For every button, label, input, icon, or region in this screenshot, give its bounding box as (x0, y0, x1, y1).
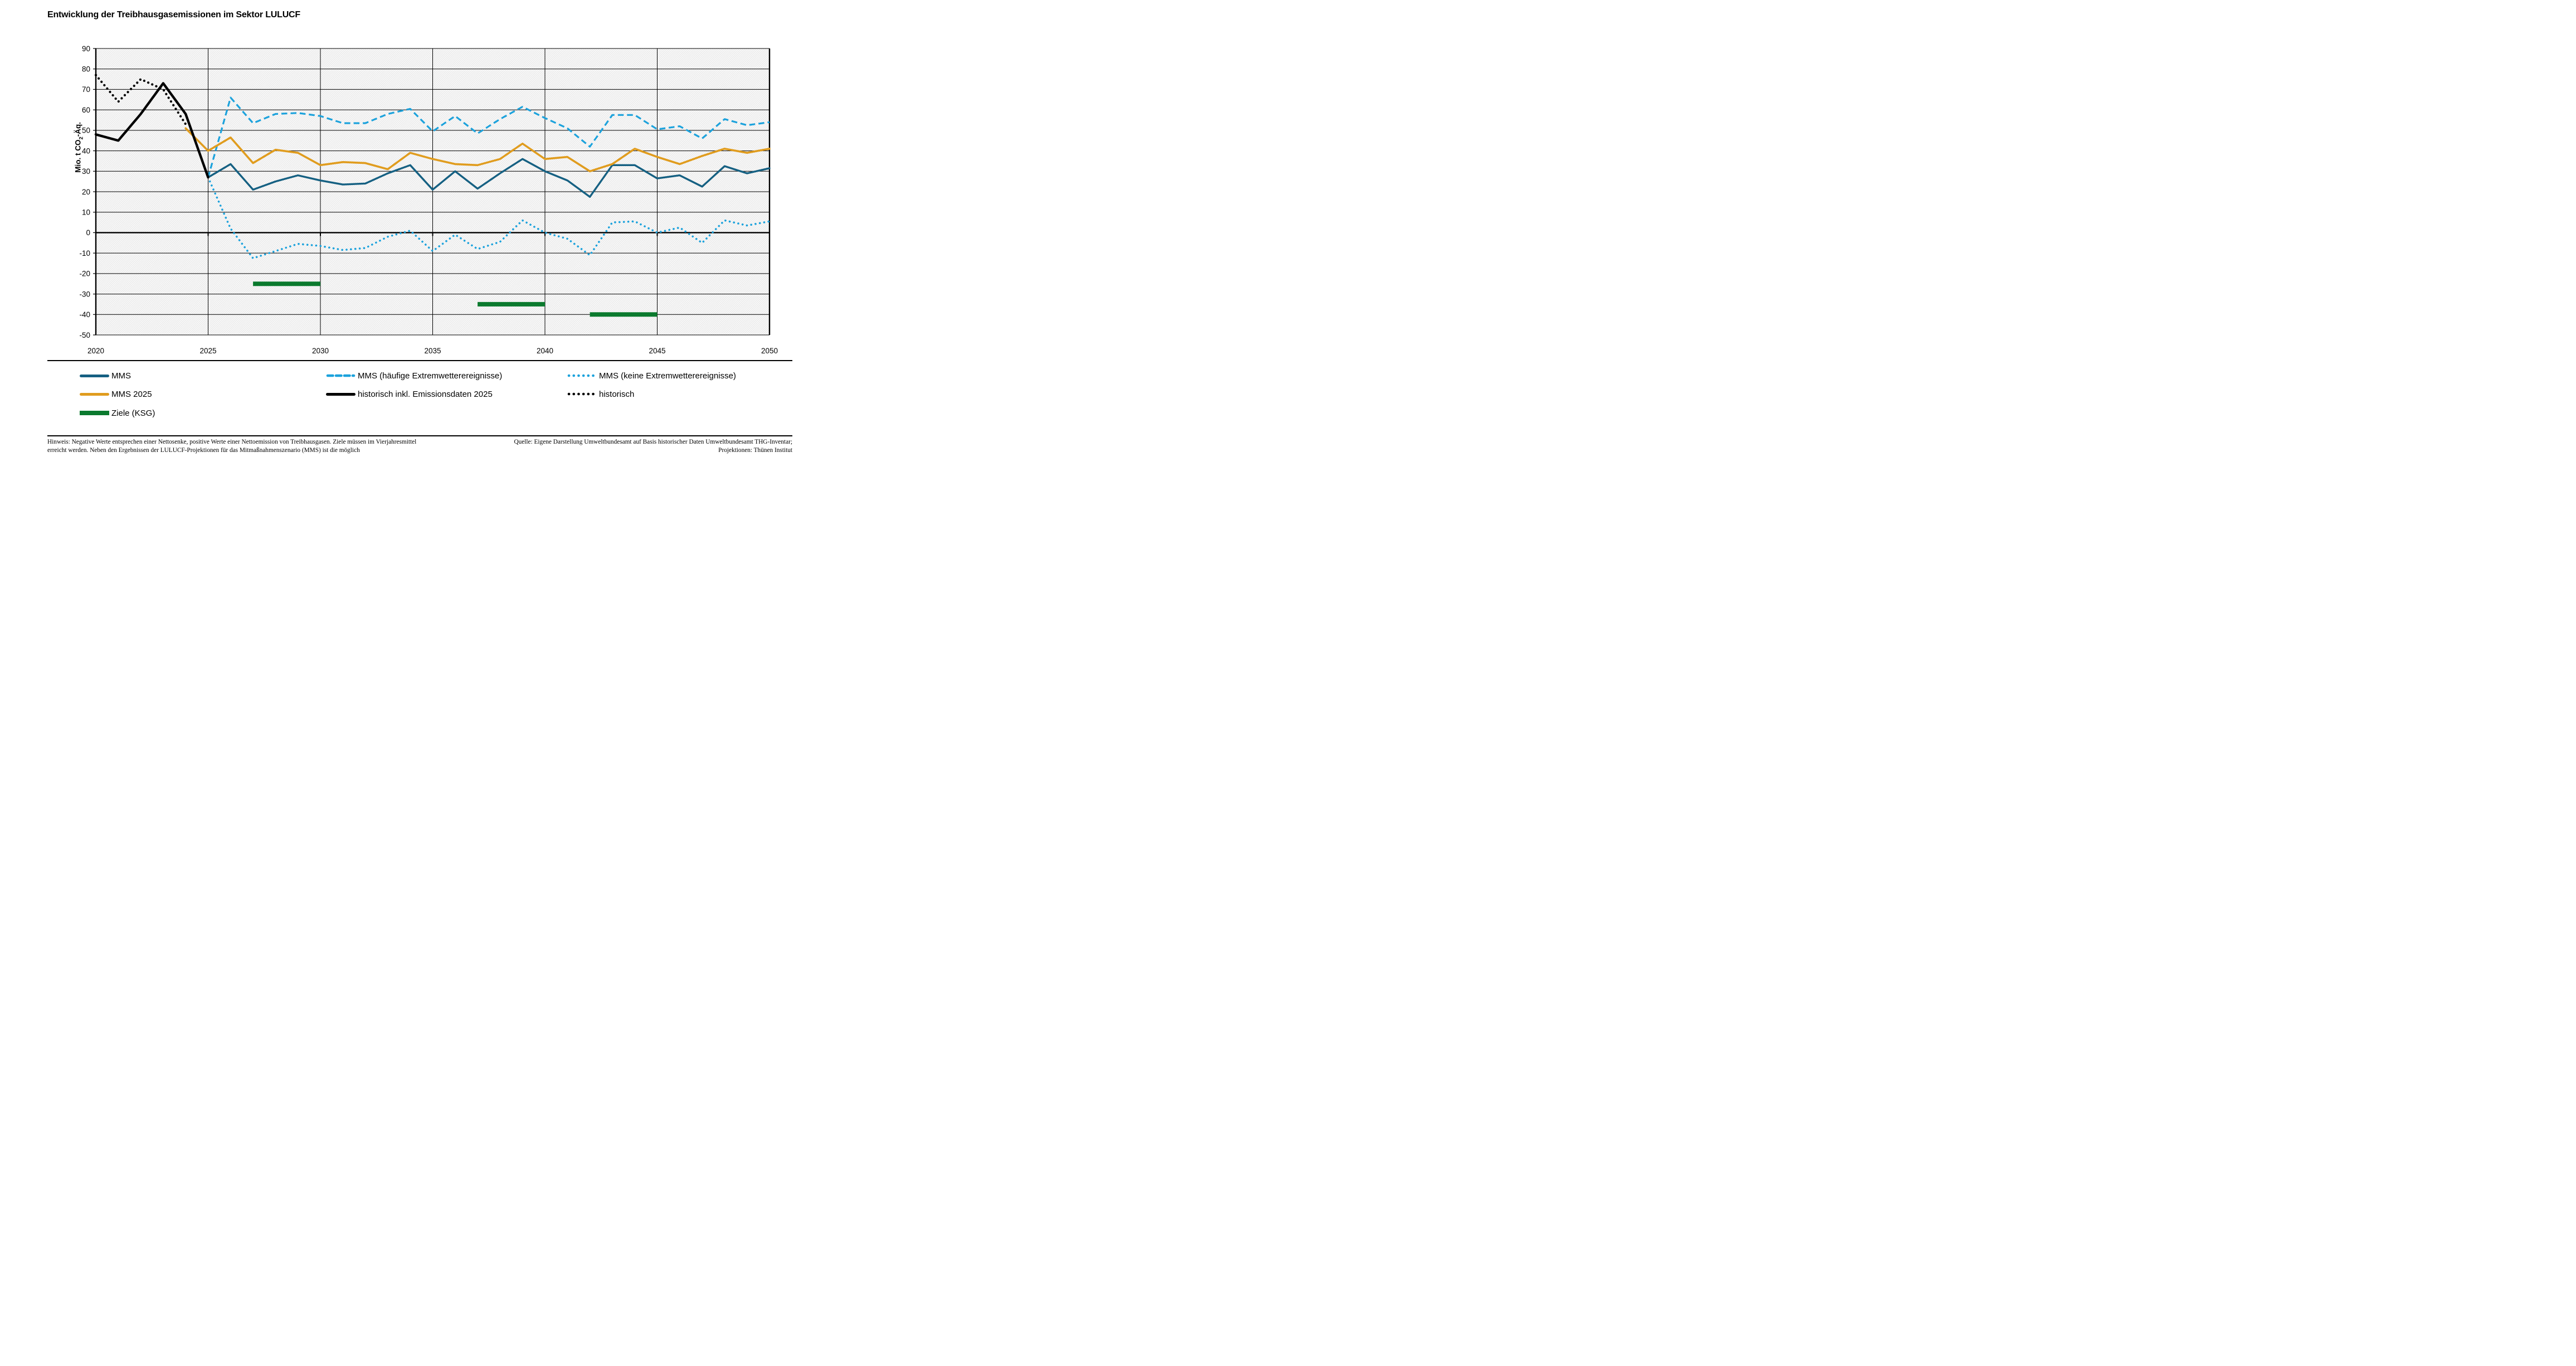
series-mms-2025 (184, 127, 771, 173)
svg-text:2025: 2025 (199, 347, 216, 355)
legend-item-mms: MMS (80, 371, 131, 381)
page: Entwicklung der Treibhausgasemissionen i… (0, 0, 859, 455)
legend-label: historisch (599, 389, 635, 399)
footnote-separator-line (47, 435, 792, 436)
svg-text:2050: 2050 (761, 347, 778, 355)
x-gridlines-and-labels: 2020 2025 2030 2035 2040 2045 2050 (87, 48, 778, 355)
series-historisch (94, 74, 187, 125)
legend-separator-line (47, 360, 792, 361)
svg-text:70: 70 (82, 85, 90, 94)
series-mms-h-ufige-extremwetterereignisse- (207, 96, 770, 178)
legend-swatch-dots (567, 392, 597, 396)
legend-item-ziele-ksg-: Ziele (KSG) (80, 408, 155, 418)
legend-label: MMS (keine Extremwetterereignisse) (599, 371, 736, 381)
legend-item-mms-2025: MMS 2025 (80, 389, 152, 399)
y-axis-title-subscript: 2 (78, 137, 85, 140)
svg-text:50: 50 (82, 127, 90, 135)
series-mms (207, 158, 771, 198)
series-ziele-ksg (253, 281, 658, 317)
svg-text:2035: 2035 (424, 347, 441, 355)
svg-text:60: 60 (82, 106, 90, 114)
legend-swatch-line (326, 392, 356, 396)
svg-text:2030: 2030 (312, 347, 329, 355)
legend-item-historisch-inkl-emissionsdaten-2025: historisch inkl. Emissionsdaten 2025 (326, 389, 493, 399)
footnote-source-line-2: Projektionen: Thünen Institut (718, 446, 792, 454)
svg-text:20: 20 (82, 188, 90, 196)
chart-title: Entwicklung der Treibhausgasemissionen i… (47, 10, 300, 20)
svg-text:90: 90 (82, 45, 90, 53)
legend-label: MMS 2025 (111, 389, 152, 399)
y-axis-title: Mio. t CO2-Äq. (74, 100, 85, 195)
svg-text:-10: -10 (79, 249, 90, 257)
footnote-source-line-1: Quelle: Eigene Darstellung Umweltbundesa… (514, 439, 792, 445)
legend-item-historisch: historisch (567, 389, 634, 399)
svg-text:2040: 2040 (537, 347, 553, 355)
legend-swatch-dots (567, 374, 597, 377)
y-axis-title-text: Mio. t CO (74, 139, 82, 173)
svg-text:10: 10 (82, 208, 90, 217)
legend-swatch-line (80, 374, 109, 377)
y-axis-title-unit: -Äq. (74, 121, 82, 137)
svg-text:2045: 2045 (649, 347, 665, 355)
svg-text:40: 40 (82, 147, 90, 155)
svg-text:-50: -50 (79, 331, 90, 339)
series-historisch-inkl-emissionsdaten-2025 (94, 82, 210, 179)
footnote-note: Hinweis: Negative Werte entsprechen eine… (47, 438, 460, 454)
legend-swatch-line (80, 392, 109, 396)
svg-text:30: 30 (82, 167, 90, 176)
legend-label: MMS (111, 371, 131, 381)
svg-text:-40: -40 (79, 310, 90, 319)
footnote-note-line-1: Hinweis: Negative Werte entsprechen eine… (47, 439, 417, 445)
legend-label: historisch inkl. Emissionsdaten 2025 (358, 389, 493, 399)
svg-text:-20: -20 (79, 270, 90, 278)
legend-item-mms-keine-extremwetterereignisse-: MMS (keine Extremwetterereignisse) (567, 371, 736, 381)
svg-text:-30: -30 (79, 290, 90, 298)
svg-text:0: 0 (86, 229, 90, 237)
svg-text:2020: 2020 (87, 347, 104, 355)
footnote-source: Quelle: Eigene Darstellung Umweltbundesa… (480, 438, 792, 454)
series-mms-keine-extremwetterereignisse- (207, 176, 771, 260)
svg-text:80: 80 (82, 65, 90, 74)
legend-label: Ziele (KSG) (111, 408, 155, 418)
legend-swatch-bar (80, 410, 109, 416)
legend-swatch-dashes (326, 374, 356, 377)
legend-label: MMS (häufige Extremwetterereignisse) (358, 371, 503, 381)
footnote-note-line-2: erreicht werden. Neben den Ergebnissen d… (47, 446, 360, 454)
legend-item-mms-h-ufige-extremwetterereignisse-: MMS (häufige Extremwetterereignisse) (326, 371, 502, 381)
